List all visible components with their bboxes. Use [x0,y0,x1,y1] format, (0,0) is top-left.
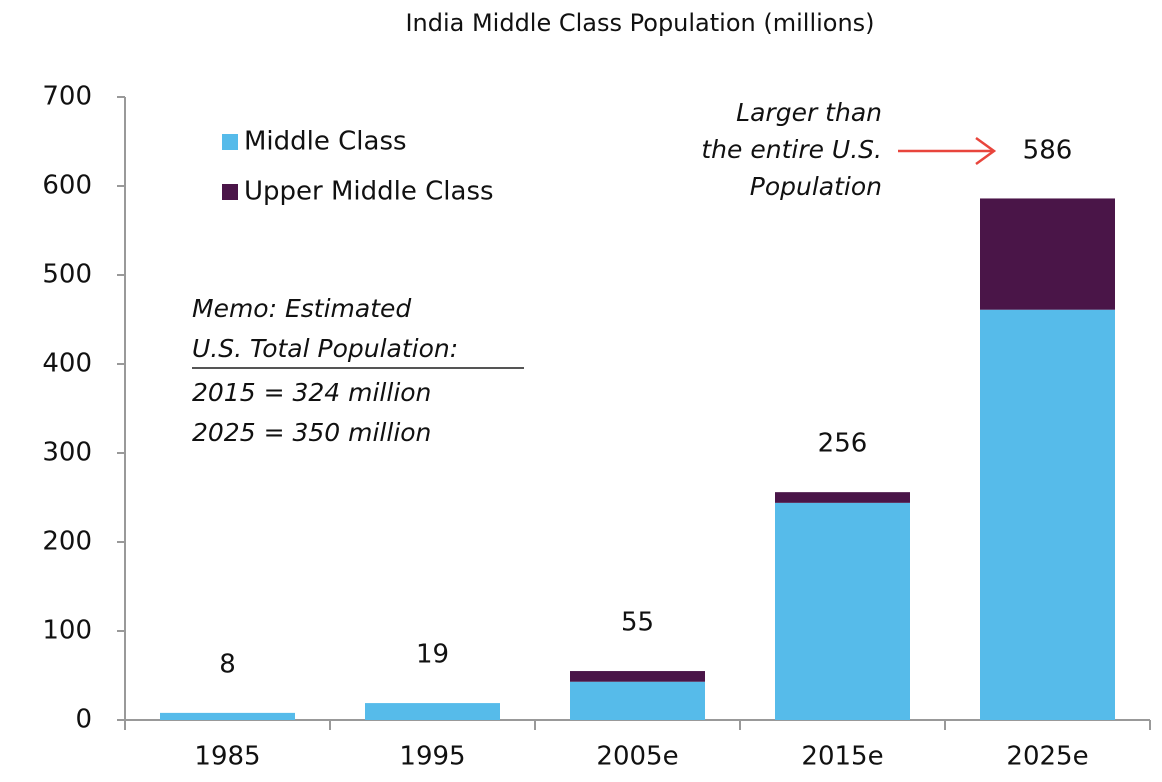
bar-segment [775,492,910,503]
total-label: 256 [818,429,868,459]
bar-segment [570,671,705,682]
callout-arrow [898,136,997,166]
bar-segment [775,502,910,720]
y-tick-label: 0 [75,705,92,735]
y-tick-label: 400 [42,349,92,379]
legend-swatch [222,134,238,150]
bar-segment [980,309,1115,720]
callout-line: Larger than [736,98,882,127]
bar-segment [570,681,705,720]
y-tick-label: 100 [42,616,92,646]
y-tick-label: 500 [42,260,92,290]
callout-line: Population [750,172,882,201]
memo-line: 2015 = 324 million [192,378,431,407]
chart-title: India Middle Class Population (millions) [405,9,874,37]
memo: Memo: Estimated U.S. Total Population: 2… [192,294,524,447]
callout-line: the entire U.S. [701,135,882,164]
x-tick-label: 2005e [596,742,678,772]
bar-segment [160,712,295,720]
x-tick-label: 1985 [194,742,260,772]
memo-line: 2025 = 350 million [192,418,431,447]
arrow-head [975,136,997,166]
total-label: 586 [1023,136,1073,166]
bar-segment [365,703,500,720]
y-tick-label: 200 [42,527,92,557]
y-tick-label: 700 [42,82,92,112]
total-label: 19 [416,640,449,670]
x-tick-label: 2015e [801,742,883,772]
legend-label: Upper Middle Class [244,177,494,207]
bar-segment [980,198,1115,310]
x-tick-label: 2025e [1006,742,1088,772]
y-tick-label: 300 [42,438,92,468]
callout: Larger than the entire U.S. Population [701,98,882,201]
x-tick-label: 1995 [399,742,465,772]
memo-line: U.S. Total Population: [192,334,458,363]
total-label: 8 [219,649,236,679]
legend-label: Middle Class [244,127,407,157]
total-label: 55 [621,608,654,638]
memo-line: Memo: Estimated [192,294,411,323]
legend-swatch [222,184,238,200]
y-tick-label: 600 [42,171,92,201]
